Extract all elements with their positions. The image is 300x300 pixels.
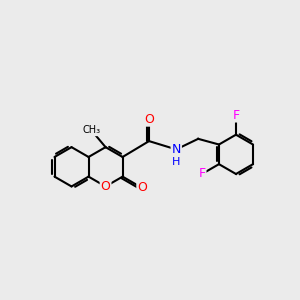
Text: F: F <box>198 167 206 181</box>
Text: F: F <box>232 109 239 122</box>
Text: H: H <box>172 157 180 167</box>
Text: CH₃: CH₃ <box>82 125 100 135</box>
Text: O: O <box>100 180 110 193</box>
Text: O: O <box>137 182 147 194</box>
Text: N: N <box>172 143 181 156</box>
Text: O: O <box>144 113 154 126</box>
